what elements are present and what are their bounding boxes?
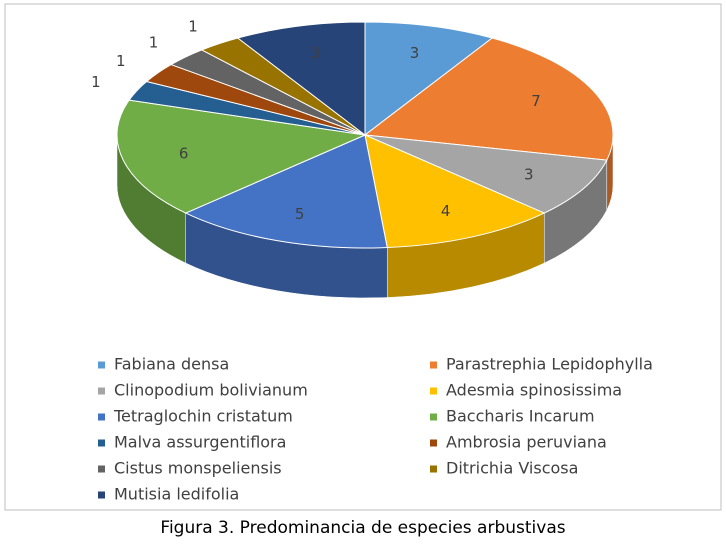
caption: Figura 3. Predominancia de especies arbu… <box>160 518 565 538</box>
legend-marker <box>98 387 105 395</box>
data-label: 7 <box>531 92 541 110</box>
legend-marker <box>98 439 105 447</box>
slice <box>364 134 546 249</box>
legend-label: Tetraglochin cristatum <box>113 407 293 426</box>
slice <box>364 134 608 214</box>
slice <box>116 99 367 214</box>
data-label: 1 <box>149 33 159 51</box>
data-label: 1 <box>91 73 101 91</box>
legend-label: Malva assurgentiflora <box>114 433 286 452</box>
legend-label: Cistus monspeliensis <box>114 459 282 478</box>
data-label: 3 <box>410 44 420 62</box>
legend-label: Ambrosia peruviana <box>446 433 607 452</box>
legend-marker <box>430 413 437 421</box>
slice <box>236 21 366 137</box>
legend-label: Baccharis Incarum <box>446 407 595 426</box>
legend-marker <box>98 413 105 421</box>
data-label: 4 <box>441 202 451 220</box>
legend-label: Ditrichia Viscosa <box>446 459 578 478</box>
legend-label: Fabiana densa <box>114 355 229 374</box>
data-label: 1 <box>116 52 126 70</box>
legend-marker <box>430 387 437 395</box>
legend-marker <box>98 491 105 499</box>
data-label: 1 <box>188 18 198 36</box>
data-label: 3 <box>311 44 321 62</box>
legend-label: Mutisia ledifolia <box>114 485 239 504</box>
slice <box>184 134 388 249</box>
legend-marker <box>430 439 437 447</box>
legend-marker <box>98 361 105 369</box>
data-label: 5 <box>295 205 305 223</box>
data-label: 3 <box>524 166 534 184</box>
legend-marker <box>430 361 437 369</box>
legend-marker <box>430 465 437 473</box>
legend-label: Parastrephia Lepidophylla <box>446 355 653 374</box>
legend-marker <box>98 465 105 473</box>
legend: Fabiana densa Parastrephia Lepidophylla Cl… <box>98 355 653 504</box>
legend-label: Adesmia spinosissima <box>446 381 622 400</box>
slice <box>363 37 614 161</box>
data-label: 6 <box>179 144 189 162</box>
slice <box>364 21 494 137</box>
legend-label: Clinopodium bolivianum <box>114 381 308 400</box>
